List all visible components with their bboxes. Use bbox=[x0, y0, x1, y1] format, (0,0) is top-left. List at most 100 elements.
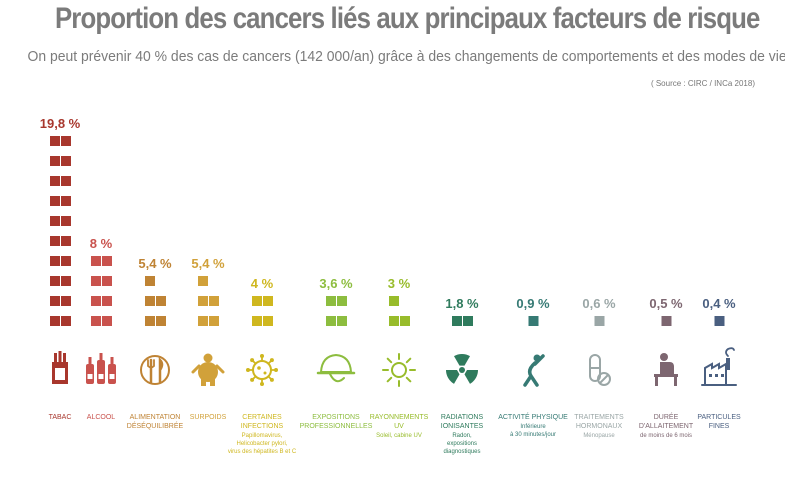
stretching-person-icon bbox=[523, 354, 545, 387]
bar-square bbox=[61, 296, 71, 306]
value-label: 4 % bbox=[251, 276, 274, 291]
bar-square bbox=[61, 156, 71, 166]
hard-hat-icon bbox=[316, 353, 356, 383]
bar-square bbox=[61, 176, 71, 186]
bar-square bbox=[50, 216, 60, 226]
bar-square bbox=[452, 316, 462, 326]
category-label: ALIMENTATION bbox=[130, 414, 181, 421]
bar-square bbox=[389, 296, 399, 306]
bar-square bbox=[528, 316, 539, 326]
category-group: 0,4 % PARTICULES FINES bbox=[697, 296, 741, 430]
bar-square bbox=[252, 296, 262, 306]
bar-square bbox=[61, 276, 71, 286]
breastfeeding-icon bbox=[654, 353, 678, 386]
category-sublabel: Papillomavirus, bbox=[242, 433, 283, 439]
value-label: 8 % bbox=[90, 236, 113, 251]
category-sublabel: à 30 minutes/jour bbox=[510, 432, 556, 438]
category-label: SURPOIDS bbox=[190, 414, 227, 421]
category-label: TRAITEMENTS bbox=[574, 414, 624, 421]
category-sublabel: diagnostiques bbox=[443, 449, 480, 455]
bar-square bbox=[198, 316, 208, 326]
bar-square bbox=[50, 196, 60, 206]
category-sublabel: Ménopause bbox=[583, 433, 615, 439]
bar-square bbox=[145, 296, 155, 306]
category-label: UV bbox=[394, 423, 404, 430]
bar-square bbox=[50, 276, 60, 286]
category-label: ACTIVITÉ PHYSIQUE bbox=[498, 412, 568, 421]
bar-square bbox=[209, 296, 219, 306]
fork-knife-icon bbox=[140, 355, 170, 385]
bar-square bbox=[252, 316, 262, 326]
factory-icon bbox=[701, 347, 737, 386]
bar-square bbox=[61, 236, 71, 246]
category-group: 5,4 % SURPOIDS bbox=[190, 256, 227, 421]
category-label: PARTICULES bbox=[697, 414, 741, 421]
bar-square bbox=[50, 236, 60, 246]
bar-square bbox=[389, 316, 399, 326]
category-sublabel: de moins de 6 mois bbox=[640, 433, 692, 439]
category-label: INFECTIONS bbox=[241, 423, 284, 430]
value-label: 0,9 % bbox=[516, 296, 550, 311]
bar-square bbox=[91, 256, 101, 266]
bar-square bbox=[263, 316, 273, 326]
bottles-icon bbox=[86, 353, 116, 384]
category-sublabel: Radon, bbox=[452, 433, 472, 439]
category-sublabel: Helicobacter pylori, bbox=[236, 441, 287, 447]
source-note: ( Source : CIRC / INCa 2018) bbox=[650, 79, 755, 88]
bar-square bbox=[400, 316, 410, 326]
bar-square bbox=[463, 316, 473, 326]
virus-icon bbox=[246, 354, 278, 386]
bar-square bbox=[209, 316, 219, 326]
category-label: EXPOSITIONS bbox=[312, 414, 360, 421]
bar-square bbox=[50, 176, 60, 186]
category-label: RADIATIONS bbox=[441, 414, 484, 421]
bar-square bbox=[337, 316, 347, 326]
bar-square bbox=[91, 316, 101, 326]
bar-square bbox=[50, 156, 60, 166]
bar-square bbox=[102, 256, 112, 266]
bar-square bbox=[145, 276, 155, 286]
category-label: FINES bbox=[709, 423, 730, 430]
category-group: 0,9 % ACTIVITÉ PHYSIQUE Inférieure à 30 min… bbox=[498, 296, 568, 438]
category-group: 0,5 % DURÉE D'ALLAITEMENT de moins de 6 moi… bbox=[639, 296, 694, 439]
radiation-icon bbox=[446, 353, 478, 384]
bar-square bbox=[156, 316, 166, 326]
category-label: DÉSÉQUILIBRÉE bbox=[127, 421, 184, 430]
value-label: 3 % bbox=[388, 276, 411, 291]
category-label: IONISANTES bbox=[441, 423, 484, 430]
bar-square bbox=[61, 196, 71, 206]
category-label: D'ALLAITEMENT bbox=[639, 423, 694, 430]
category-label: RAYONNEMENTS bbox=[370, 414, 429, 421]
category-sublabel: Soleil, cabine UV bbox=[376, 433, 422, 439]
bar-square bbox=[61, 216, 71, 226]
value-label: 1,8 % bbox=[445, 296, 479, 311]
bar-square bbox=[50, 256, 60, 266]
category-group: 3,6 % EXPOSITIONS PROFESSIONNELLES bbox=[300, 276, 373, 430]
bar-square bbox=[661, 316, 672, 326]
bar-square bbox=[337, 296, 347, 306]
bar-square bbox=[50, 296, 60, 306]
category-group: 19,8 % TABAC bbox=[40, 116, 81, 421]
chart-subtitle: On peut prévenir 40 % des cas de cancers… bbox=[27, 48, 785, 65]
bar-square bbox=[263, 296, 273, 306]
category-label: ALCOOL bbox=[87, 414, 116, 421]
cigarettes-icon bbox=[52, 351, 68, 384]
category-group: 3 % RAYONNEMENTS UV Soleil, cabine UV bbox=[370, 276, 429, 439]
category-label: DURÉE bbox=[654, 412, 679, 421]
value-label: 3,6 % bbox=[319, 276, 353, 291]
value-label: 19,8 % bbox=[40, 116, 81, 131]
bar-square bbox=[91, 276, 101, 286]
bar-square bbox=[50, 136, 60, 146]
category-label: PROFESSIONNELLES bbox=[300, 423, 373, 430]
bar-square bbox=[61, 256, 71, 266]
sun-icon bbox=[382, 353, 416, 387]
category-group: 0,6 % TRAITEMENTS HORMONAUX Ménopause bbox=[574, 296, 624, 439]
chart-title: Proportion des cancers liés aux principa… bbox=[54, 2, 760, 35]
category-sublabel: virus des hépatites B et C bbox=[228, 449, 297, 455]
bar-square bbox=[50, 316, 60, 326]
category-group: 8 % ALCOOL bbox=[86, 236, 116, 421]
category-group: 1,8 % RADIATIONS IONISANTES Radon, expositio… bbox=[441, 296, 484, 455]
value-label: 0,4 % bbox=[702, 296, 736, 311]
